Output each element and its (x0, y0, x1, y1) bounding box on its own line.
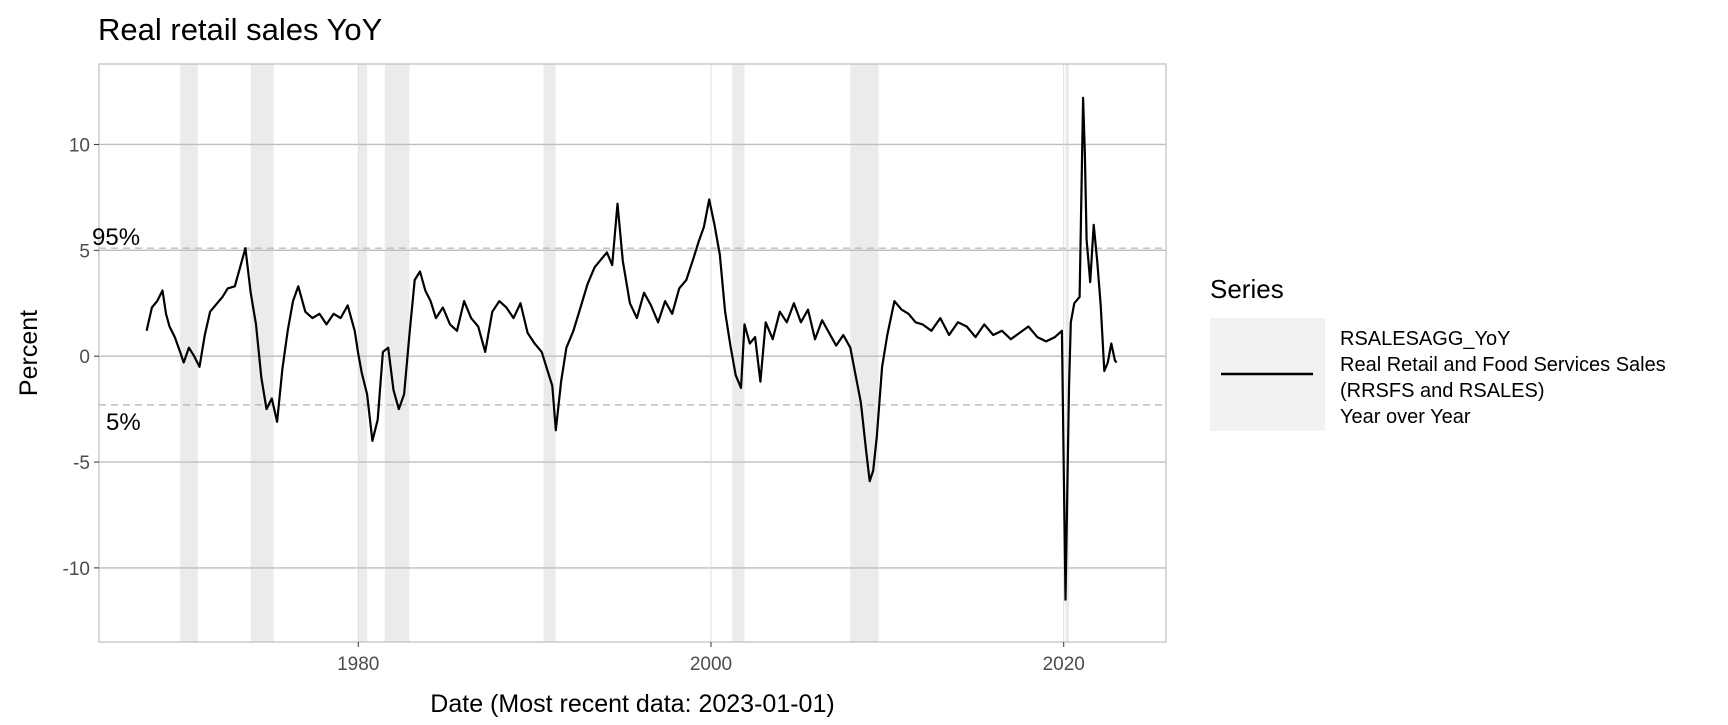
y-tick-label: 0 (79, 347, 90, 368)
recession-band-7 (1065, 64, 1069, 642)
y-axis-title: Percent (15, 310, 43, 396)
plot-border (98, 63, 1167, 643)
recession-band-6 (850, 64, 879, 642)
plot-background (99, 64, 1166, 642)
legend-series-transform: Year over Year (1340, 406, 1471, 428)
reference-line-label: 95% (92, 224, 140, 251)
recession-band-5 (732, 64, 745, 642)
series-line (145, 96, 1118, 601)
y-tick-label: 10 (69, 135, 90, 156)
chart-title: Real retail sales YoY (98, 12, 382, 47)
x-axis-title: Date (Most recent data: 2023-01-01) (430, 690, 834, 718)
reference-line-label: 5% (106, 409, 141, 436)
plot-panel (98, 63, 1167, 643)
x-tick-label: 1980 (337, 654, 379, 675)
reference-lines (99, 247, 1166, 406)
legend-series-name: Real Retail and Food Services Sales (1340, 354, 1666, 376)
x-tick-label: 2020 (1043, 654, 1085, 675)
legend-title: Series (1210, 274, 1284, 304)
recession-band-4 (543, 64, 556, 642)
legend-series-id: RSALESAGG_YoY (1340, 328, 1510, 350)
recession-band-0 (180, 64, 198, 642)
recession-bands (180, 64, 1069, 642)
y-axis-ticks: -10 -5 0 5 10 (63, 135, 99, 580)
x-axis-ticks: 1980 2000 2020 (337, 642, 1085, 675)
y-tick-label: -10 (63, 559, 90, 580)
recession-band-2 (358, 64, 368, 642)
legend-series-source: (RRSFS and RSALES) (1340, 380, 1545, 402)
x-tick-label: 2000 (690, 654, 732, 675)
recession-band-1 (250, 64, 274, 642)
y-tick-label: 5 (79, 241, 90, 262)
y-tick-label: -5 (73, 453, 90, 474)
legend: Series RSALESAGG_YoY Real Retail and Foo… (1210, 274, 1666, 431)
